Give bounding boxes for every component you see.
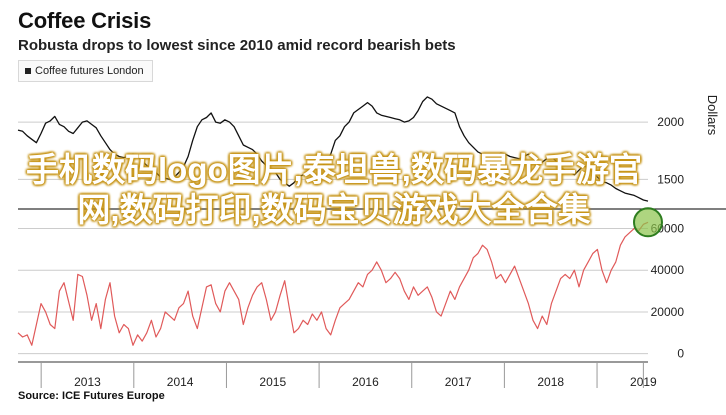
positions-series-line (17, 221, 649, 346)
x-axis-label: 2014 (167, 375, 194, 389)
x-axis-label: 2017 (445, 375, 472, 389)
price-tick-label: 2000 (657, 115, 684, 129)
x-axis-label: 2013 (74, 375, 101, 389)
legend: Coffee futures London (18, 60, 153, 82)
price-y-axis-label: Dollars (705, 95, 720, 136)
price-series-line (17, 96, 649, 202)
positions-tick-label: 40000 (651, 263, 685, 277)
chart-source: Source: ICE Futures Europe (18, 390, 165, 402)
chart-subtitle: Robusta drops to lowest since 2010 amid … (18, 37, 456, 54)
latest-value-highlight (633, 207, 663, 238)
legend-label: Coffee futures London (35, 65, 144, 77)
legend-swatch (25, 68, 31, 74)
x-axis-label: 2018 (537, 375, 564, 389)
x-axis-label: 2016 (352, 375, 379, 389)
watermark-overlay-text: 手机数码logo图片,泰坦兽,数码暴龙手游官网,数码打印,数码宝贝游戏大全合集 (26, 151, 642, 228)
chart-title: Coffee Crisis (18, 8, 152, 33)
price-tick-label: 1500 (657, 172, 684, 186)
positions-tick-label: 20000 (651, 305, 685, 319)
positions-tick-label: 0 (677, 347, 684, 361)
x-axis-label: 2015 (259, 375, 286, 389)
